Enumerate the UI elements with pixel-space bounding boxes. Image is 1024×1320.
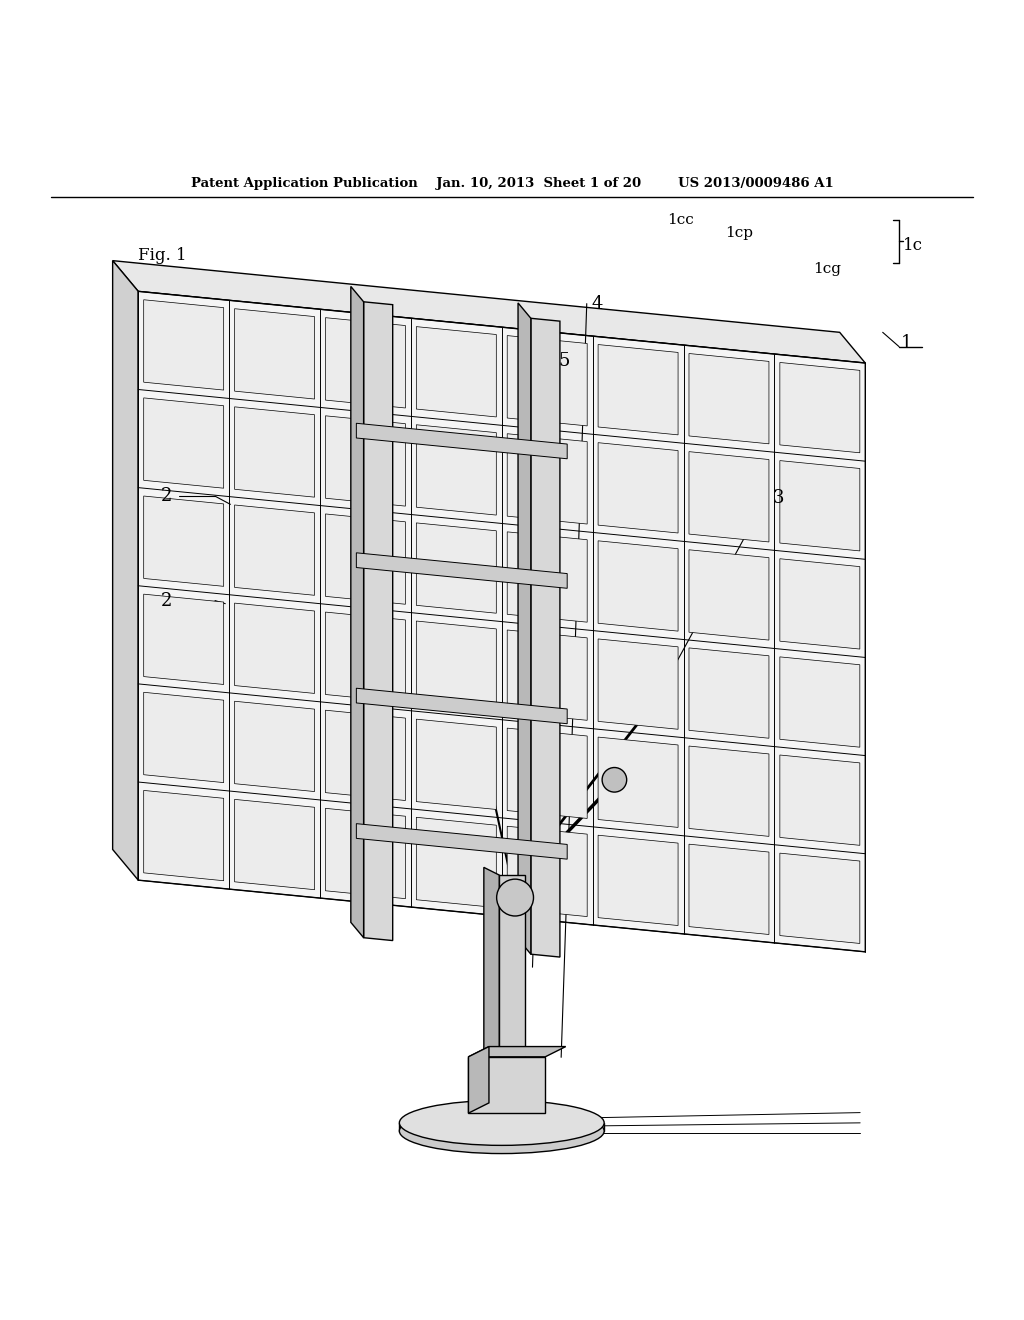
Polygon shape — [507, 826, 587, 916]
Polygon shape — [326, 513, 406, 605]
Polygon shape — [326, 416, 406, 506]
Polygon shape — [143, 300, 223, 391]
Text: 4: 4 — [592, 294, 603, 313]
Polygon shape — [598, 541, 678, 631]
Polygon shape — [469, 1047, 489, 1113]
Polygon shape — [469, 1047, 565, 1057]
Polygon shape — [417, 523, 497, 614]
Polygon shape — [417, 719, 497, 809]
Polygon shape — [143, 594, 223, 685]
Polygon shape — [356, 424, 567, 459]
Polygon shape — [364, 302, 393, 941]
Polygon shape — [780, 363, 860, 453]
Polygon shape — [507, 630, 587, 721]
Text: Fig. 1: Fig. 1 — [138, 247, 186, 264]
Polygon shape — [143, 692, 223, 783]
Polygon shape — [143, 791, 223, 880]
Polygon shape — [507, 434, 587, 524]
Polygon shape — [780, 853, 860, 944]
Text: 3: 3 — [773, 490, 784, 507]
Polygon shape — [351, 286, 364, 937]
Polygon shape — [234, 603, 314, 693]
Polygon shape — [234, 506, 314, 595]
Text: 1cc: 1cc — [668, 213, 694, 227]
Polygon shape — [326, 710, 406, 800]
Text: 1: 1 — [901, 334, 912, 351]
Polygon shape — [689, 845, 769, 935]
Polygon shape — [507, 729, 587, 818]
Polygon shape — [507, 532, 587, 622]
Text: 2: 2 — [161, 591, 172, 610]
Ellipse shape — [399, 1101, 604, 1146]
Polygon shape — [417, 620, 497, 711]
Polygon shape — [689, 354, 769, 444]
Circle shape — [497, 879, 534, 916]
Polygon shape — [234, 701, 314, 792]
Polygon shape — [530, 318, 560, 957]
Polygon shape — [138, 292, 865, 952]
Polygon shape — [689, 451, 769, 543]
Text: 1cp: 1cp — [725, 226, 754, 240]
Polygon shape — [326, 318, 406, 408]
Text: 1c: 1c — [903, 236, 924, 253]
Circle shape — [602, 767, 627, 792]
Polygon shape — [326, 808, 406, 899]
Polygon shape — [417, 817, 497, 908]
Polygon shape — [689, 549, 769, 640]
Polygon shape — [598, 345, 678, 434]
Polygon shape — [234, 800, 314, 890]
Polygon shape — [417, 326, 497, 417]
Polygon shape — [356, 824, 567, 859]
Polygon shape — [326, 612, 406, 702]
Polygon shape — [507, 335, 587, 426]
Polygon shape — [598, 639, 678, 729]
Polygon shape — [780, 461, 860, 550]
Polygon shape — [780, 558, 860, 649]
Polygon shape — [780, 657, 860, 747]
Polygon shape — [689, 746, 769, 837]
Text: Patent Application Publication    Jan. 10, 2013  Sheet 1 of 20        US 2013/00: Patent Application Publication Jan. 10, … — [190, 177, 834, 190]
Polygon shape — [234, 407, 314, 498]
Polygon shape — [417, 425, 497, 515]
Polygon shape — [113, 260, 138, 880]
Polygon shape — [143, 496, 223, 586]
Polygon shape — [356, 688, 567, 723]
Polygon shape — [483, 867, 500, 1085]
Polygon shape — [518, 302, 530, 954]
Polygon shape — [689, 648, 769, 738]
Ellipse shape — [399, 1109, 604, 1154]
Polygon shape — [113, 260, 865, 363]
Polygon shape — [469, 1057, 545, 1113]
Polygon shape — [500, 875, 524, 1085]
Polygon shape — [598, 737, 678, 828]
Polygon shape — [356, 553, 567, 589]
Text: 5: 5 — [558, 352, 569, 370]
Polygon shape — [598, 836, 678, 925]
Polygon shape — [598, 442, 678, 533]
Polygon shape — [143, 397, 223, 488]
Text: 2: 2 — [161, 487, 172, 506]
Text: 1cg: 1cg — [813, 261, 841, 276]
Polygon shape — [780, 755, 860, 845]
Polygon shape — [234, 309, 314, 399]
